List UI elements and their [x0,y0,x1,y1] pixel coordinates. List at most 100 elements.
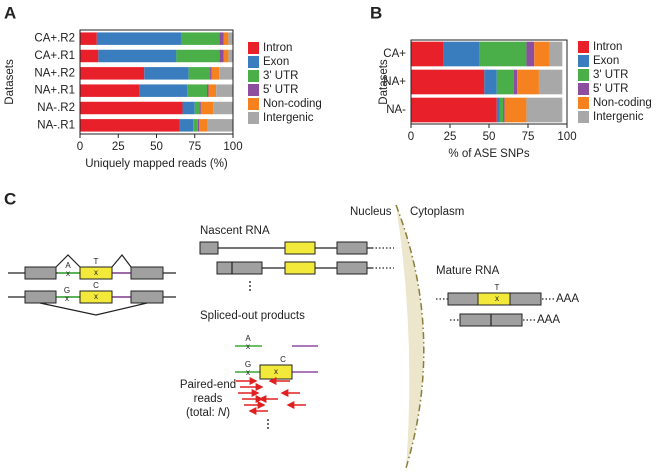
legend-label: 5' UTR [263,84,298,96]
bar-segment [216,84,233,97]
bar-segment [197,119,200,132]
bar-segment [411,69,485,95]
spliced-products: Spliced-out products A x G x C x [200,310,318,380]
bar-segment [210,67,212,80]
bar-segment [80,84,140,97]
x-tick-label: 100 [557,131,576,143]
y-tick-label: CA+.R2 [34,33,75,45]
allele: C [93,281,99,290]
bar-segment [496,69,514,95]
legend-label: Non-coding [593,97,652,109]
snp: x [94,268,98,277]
allele: G [245,360,251,369]
legend-swatch [248,98,259,110]
snp: x [66,269,70,278]
legend-label: Intron [593,41,622,53]
reads-total-var: N [218,407,227,419]
bar-segment [206,84,209,97]
bar-segment [549,41,563,67]
legend-swatch [578,55,589,67]
bar-segment [200,101,214,115]
y-tick-label: NA+.R2 [34,67,75,79]
bar-segment [213,101,233,115]
legend-swatch [248,42,259,54]
diagram: C Nucleus Cytoplasm A x T x G x C x Nasc… [4,189,579,469]
legend-swatch [578,97,589,109]
reads-total-prefix: (total: [186,407,218,419]
legend-swatch [578,41,589,53]
bar-segment [208,84,217,97]
x-tick-label: 0 [408,131,414,143]
plot-frame [79,29,234,135]
x-tick-label: 0 [77,141,83,153]
y-tick-label: NA+ [383,76,406,88]
bar-segment [98,49,177,63]
y-tick-label: CA+.R1 [34,50,75,62]
polya: AAA [537,314,560,326]
allele: C [280,355,286,364]
mature-label: Mature RNA [436,265,500,277]
bar-segment [206,119,233,132]
legend-swatch [578,83,589,95]
gene-model: A x T x G x C x [8,254,176,316]
bar-segment [144,67,189,80]
bar-segment [538,69,563,95]
allele: A [65,261,71,270]
spliced-label: Spliced-out products [200,310,305,322]
reads-label: reads [194,393,223,405]
bar-segment [211,67,220,80]
reads-total-suffix: ) [226,407,230,419]
bar-segment [199,101,201,115]
paired-end-reads: Paired-end reads (total: N) [180,377,306,429]
bar-segment [139,84,188,97]
bar-segment [176,49,220,63]
bar-segment [411,41,444,67]
bar-segment [484,69,497,95]
y-tick-label: NA-.R2 [37,102,75,114]
bar-segment [228,49,233,63]
panel-label: A [4,3,16,22]
panel-label: B [370,3,382,22]
legend-swatch [578,111,589,123]
y-tick-label: CA+ [383,48,406,60]
polya: AAA [556,293,579,305]
bar-segment [80,119,180,132]
bar-segment [80,101,183,115]
legend-swatch [248,84,259,96]
bar-segment [503,97,505,123]
legend-label: 3' UTR [593,69,628,81]
nascent-label: Nascent RNA [200,225,270,237]
bar-segment [513,69,518,95]
legend-swatch [578,69,589,81]
bar-segment [80,32,97,45]
bar-segment [219,67,233,80]
bar-segment [517,69,539,95]
bar-segment [194,101,200,115]
bar-segment [526,97,563,123]
bar-segment [479,41,527,67]
y-tick-label: NA-.R1 [37,119,75,131]
legend-swatch [248,56,259,68]
x-tick-label: 50 [483,131,496,143]
bar-segment [182,101,195,115]
legend-label: Non-coding [263,98,322,110]
panel-label: C [4,189,16,208]
bar-segment [526,41,535,67]
x-tick-label: 25 [112,141,125,153]
snp: x [246,368,250,377]
x-tick-label: 50 [150,141,163,153]
snp: x [246,342,250,351]
nucleus-shade [396,205,424,468]
bar-segment [219,32,224,45]
bar-segment [219,49,224,63]
nascent-rna: Nascent RNA [199,225,394,291]
bar-segment [96,32,181,45]
bar-segment [187,84,207,97]
bar-segment [188,67,211,80]
bar-segment [499,97,504,123]
snp: x [495,294,499,303]
bar-segment [223,49,229,63]
bar-segment [193,119,198,132]
legend-label: 3' UTR [263,70,298,82]
